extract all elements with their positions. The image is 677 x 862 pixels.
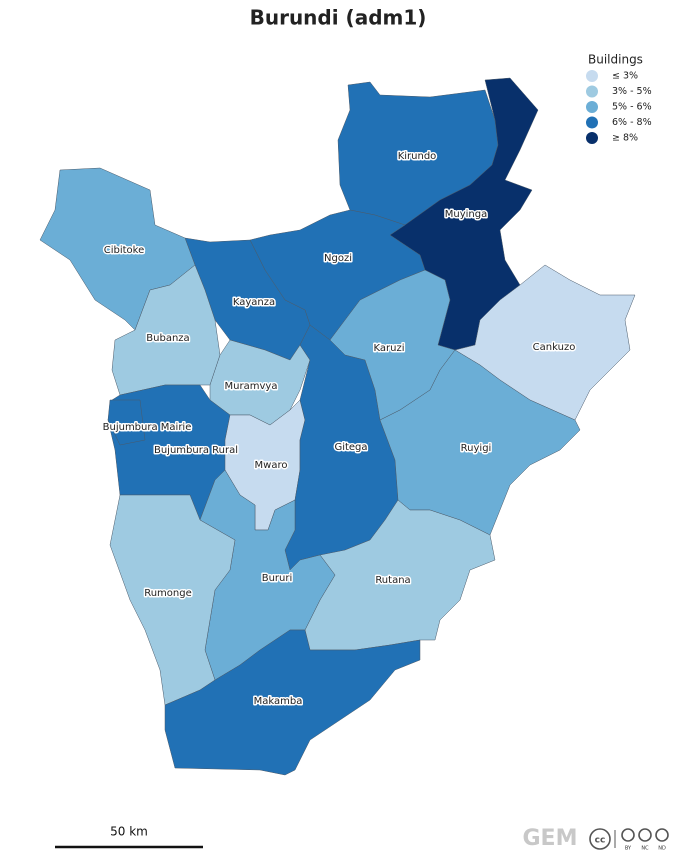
legend-swatch: [586, 70, 598, 82]
cc-mark: cc: [595, 836, 606, 846]
region-label: Makamba: [254, 696, 303, 707]
license-label: BY: [625, 846, 632, 852]
map-title: Burundi (adm1): [250, 6, 427, 30]
region: [109, 494, 236, 706]
legend-label: 3% - 5%: [612, 86, 652, 97]
legend: Buildings ≤ 3% 3% - 5% 5% - 6% 6% - 8% ≥ 8%: [586, 53, 652, 144]
region-label: Ngozi: [324, 253, 352, 264]
legend-swatch: [586, 116, 598, 129]
region: [107, 399, 146, 446]
logo: GEM: [523, 826, 578, 851]
region-label: Bubanza: [146, 333, 189, 344]
nc-icon: [638, 828, 652, 842]
region-label: Muramvya: [225, 381, 278, 392]
region-label: Gitega: [334, 442, 367, 453]
cc-icon: [589, 828, 611, 850]
legend-label: 5% - 6%: [612, 102, 652, 113]
region-label: Bujumbura Mairie: [103, 422, 192, 433]
region-label: Ruyigi: [461, 443, 492, 454]
region-labels: Kirundo Muyinga Ngozi Kayanza Cibitoke B…: [101, 150, 577, 709]
region-label: Bujumbura Rural: [154, 445, 238, 456]
legend-swatch: [586, 132, 598, 144]
region-label: Cibitoke: [104, 245, 145, 256]
region-label: Karuzi: [374, 343, 405, 354]
region-label: Cankuzo: [533, 342, 576, 353]
region-label: Rumonge: [144, 588, 192, 599]
legend-label: ≥ 8%: [612, 133, 638, 144]
regions: [39, 77, 636, 776]
license-label: NC: [641, 846, 649, 852]
license-label: ND: [658, 846, 666, 852]
legend-swatch: [586, 101, 598, 113]
legend-label: 6% - 8%: [612, 117, 652, 128]
region-label: Bururi: [262, 573, 293, 584]
region-label: Muyinga: [445, 209, 487, 220]
legend-swatch: [586, 85, 598, 98]
nd-icon: [655, 828, 669, 842]
region-label: Kayanza: [233, 297, 275, 308]
legend-title: Buildings: [588, 53, 643, 67]
by-icon: [621, 828, 635, 842]
legend-label: ≤ 3%: [612, 71, 638, 82]
region-label: Kirundo: [398, 151, 437, 162]
scale-label: 50 km: [110, 825, 148, 839]
region: [164, 629, 421, 776]
license-icons: [589, 828, 669, 850]
region-label: Rutana: [375, 575, 410, 586]
region-label: Mwaro: [255, 460, 288, 471]
